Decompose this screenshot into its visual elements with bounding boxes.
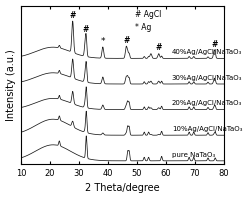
Text: 40%Ag/AgCl/NaTaO₃: 40%Ag/AgCl/NaTaO₃ bbox=[172, 49, 242, 55]
X-axis label: 2 Theta/degree: 2 Theta/degree bbox=[85, 183, 160, 193]
Text: # AgCl: # AgCl bbox=[135, 10, 161, 19]
Text: #: # bbox=[123, 36, 130, 45]
Text: 30%Ag/AgCl/NaTaO₃: 30%Ag/AgCl/NaTaO₃ bbox=[172, 75, 242, 81]
Text: #: # bbox=[70, 11, 76, 20]
Text: 20%Ag/AgCl/NaTaO₃: 20%Ag/AgCl/NaTaO₃ bbox=[172, 100, 242, 106]
Text: *: * bbox=[100, 37, 105, 46]
Text: #: # bbox=[211, 40, 218, 49]
Text: pure NaTaO₃: pure NaTaO₃ bbox=[172, 152, 215, 158]
Text: * Ag: * Ag bbox=[135, 23, 151, 32]
Text: #: # bbox=[156, 43, 162, 52]
Y-axis label: Intensity (a.u.): Intensity (a.u.) bbox=[6, 49, 16, 121]
Text: 10%Ag/AgCl/NaTaO₃: 10%Ag/AgCl/NaTaO₃ bbox=[172, 126, 242, 132]
Text: #: # bbox=[82, 25, 88, 34]
